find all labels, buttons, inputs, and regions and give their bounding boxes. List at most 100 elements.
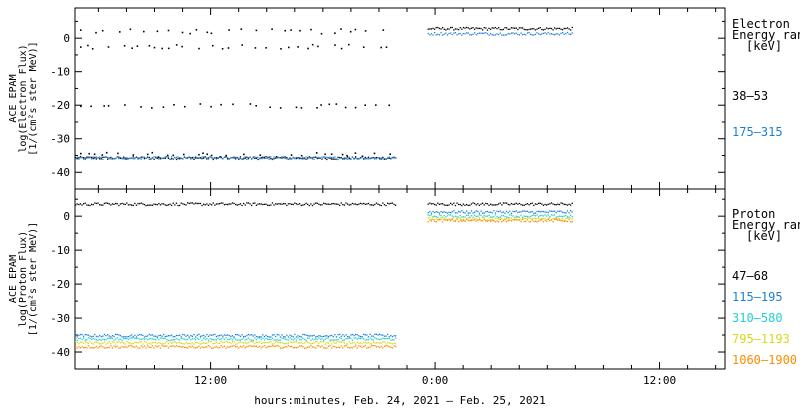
data-point — [94, 346, 96, 349]
data-point — [512, 215, 514, 217]
data-point — [342, 204, 344, 206]
data-point — [151, 345, 154, 347]
data-point — [87, 156, 90, 158]
data-point — [446, 28, 449, 30]
data-point — [462, 216, 465, 218]
data-point — [247, 342, 250, 344]
data-point — [340, 335, 342, 337]
data-point — [233, 336, 235, 338]
data-point — [303, 157, 306, 160]
data-point — [297, 46, 299, 48]
data-point — [280, 48, 282, 50]
data-point — [265, 203, 267, 205]
data-point — [327, 335, 330, 338]
data-point — [252, 345, 254, 347]
data-point — [377, 342, 379, 344]
data-point — [119, 156, 122, 159]
data-point — [95, 158, 98, 160]
data-point — [504, 202, 506, 204]
data-point — [478, 212, 481, 214]
data-point — [270, 341, 272, 343]
data-point — [453, 217, 455, 219]
data-point — [343, 345, 346, 347]
data-point — [458, 203, 460, 206]
data-point — [263, 345, 266, 347]
data-point — [332, 336, 334, 338]
data-point — [263, 342, 266, 344]
data-point — [459, 219, 461, 221]
data-point — [571, 32, 573, 34]
data-point — [323, 335, 325, 338]
data-point — [142, 157, 144, 159]
data-point — [270, 338, 272, 341]
data-point — [199, 335, 202, 337]
data-point — [324, 156, 326, 158]
data-point — [161, 157, 163, 159]
data-point — [536, 218, 538, 220]
data-point — [99, 156, 101, 158]
data-point — [219, 346, 221, 349]
data-point — [181, 31, 184, 34]
data-point — [337, 156, 339, 158]
data-point — [544, 203, 546, 206]
data-point — [103, 105, 105, 107]
data-point — [223, 338, 226, 341]
data-point — [390, 202, 392, 204]
data-point — [552, 221, 554, 223]
data-point — [435, 204, 437, 206]
data-point — [150, 346, 152, 348]
data-point — [167, 156, 170, 158]
data-point — [380, 334, 382, 336]
data-point — [121, 158, 123, 160]
data-point — [542, 221, 545, 223]
data-point — [278, 156, 280, 158]
data-point — [364, 339, 366, 341]
data-point — [172, 341, 174, 343]
data-point — [156, 336, 158, 338]
data-point — [542, 32, 545, 34]
data-point — [156, 346, 158, 348]
legend-title: Energy ranges — [732, 28, 800, 42]
data-point — [172, 158, 174, 160]
data-point — [464, 204, 466, 206]
data-point — [331, 158, 333, 160]
data-point — [94, 202, 96, 204]
data-point — [291, 158, 293, 160]
data-point — [89, 204, 91, 207]
data-point — [550, 214, 553, 216]
y-axis-label: ACE EPAM log(Proton Flux) [1/(cm²s ster Me… — [8, 222, 39, 336]
data-point — [276, 157, 278, 159]
data-point — [244, 347, 246, 349]
data-point — [308, 335, 310, 337]
data-point — [167, 29, 170, 32]
data-point — [289, 337, 291, 339]
data-point — [223, 345, 226, 347]
data-point — [251, 345, 253, 347]
data-point — [193, 203, 195, 205]
data-point — [243, 153, 245, 156]
data-point — [275, 203, 277, 205]
data-point — [93, 153, 96, 156]
data-point — [507, 218, 509, 220]
data-point — [211, 347, 213, 349]
data-point — [281, 157, 283, 159]
data-point — [287, 339, 290, 341]
data-point — [295, 336, 298, 338]
data-point — [193, 347, 195, 349]
data-point — [498, 218, 500, 220]
data-point — [438, 34, 441, 36]
data-point — [539, 211, 541, 213]
data-point — [267, 338, 269, 340]
data-point — [478, 32, 481, 34]
data-point — [302, 158, 304, 160]
data-point — [429, 216, 431, 219]
data-point — [432, 34, 434, 36]
data-point — [329, 203, 331, 206]
data-point — [95, 345, 98, 348]
data-point — [211, 204, 213, 206]
data-point — [438, 27, 441, 30]
data-point — [358, 345, 360, 347]
data-point — [491, 216, 493, 218]
data-point — [113, 203, 115, 205]
